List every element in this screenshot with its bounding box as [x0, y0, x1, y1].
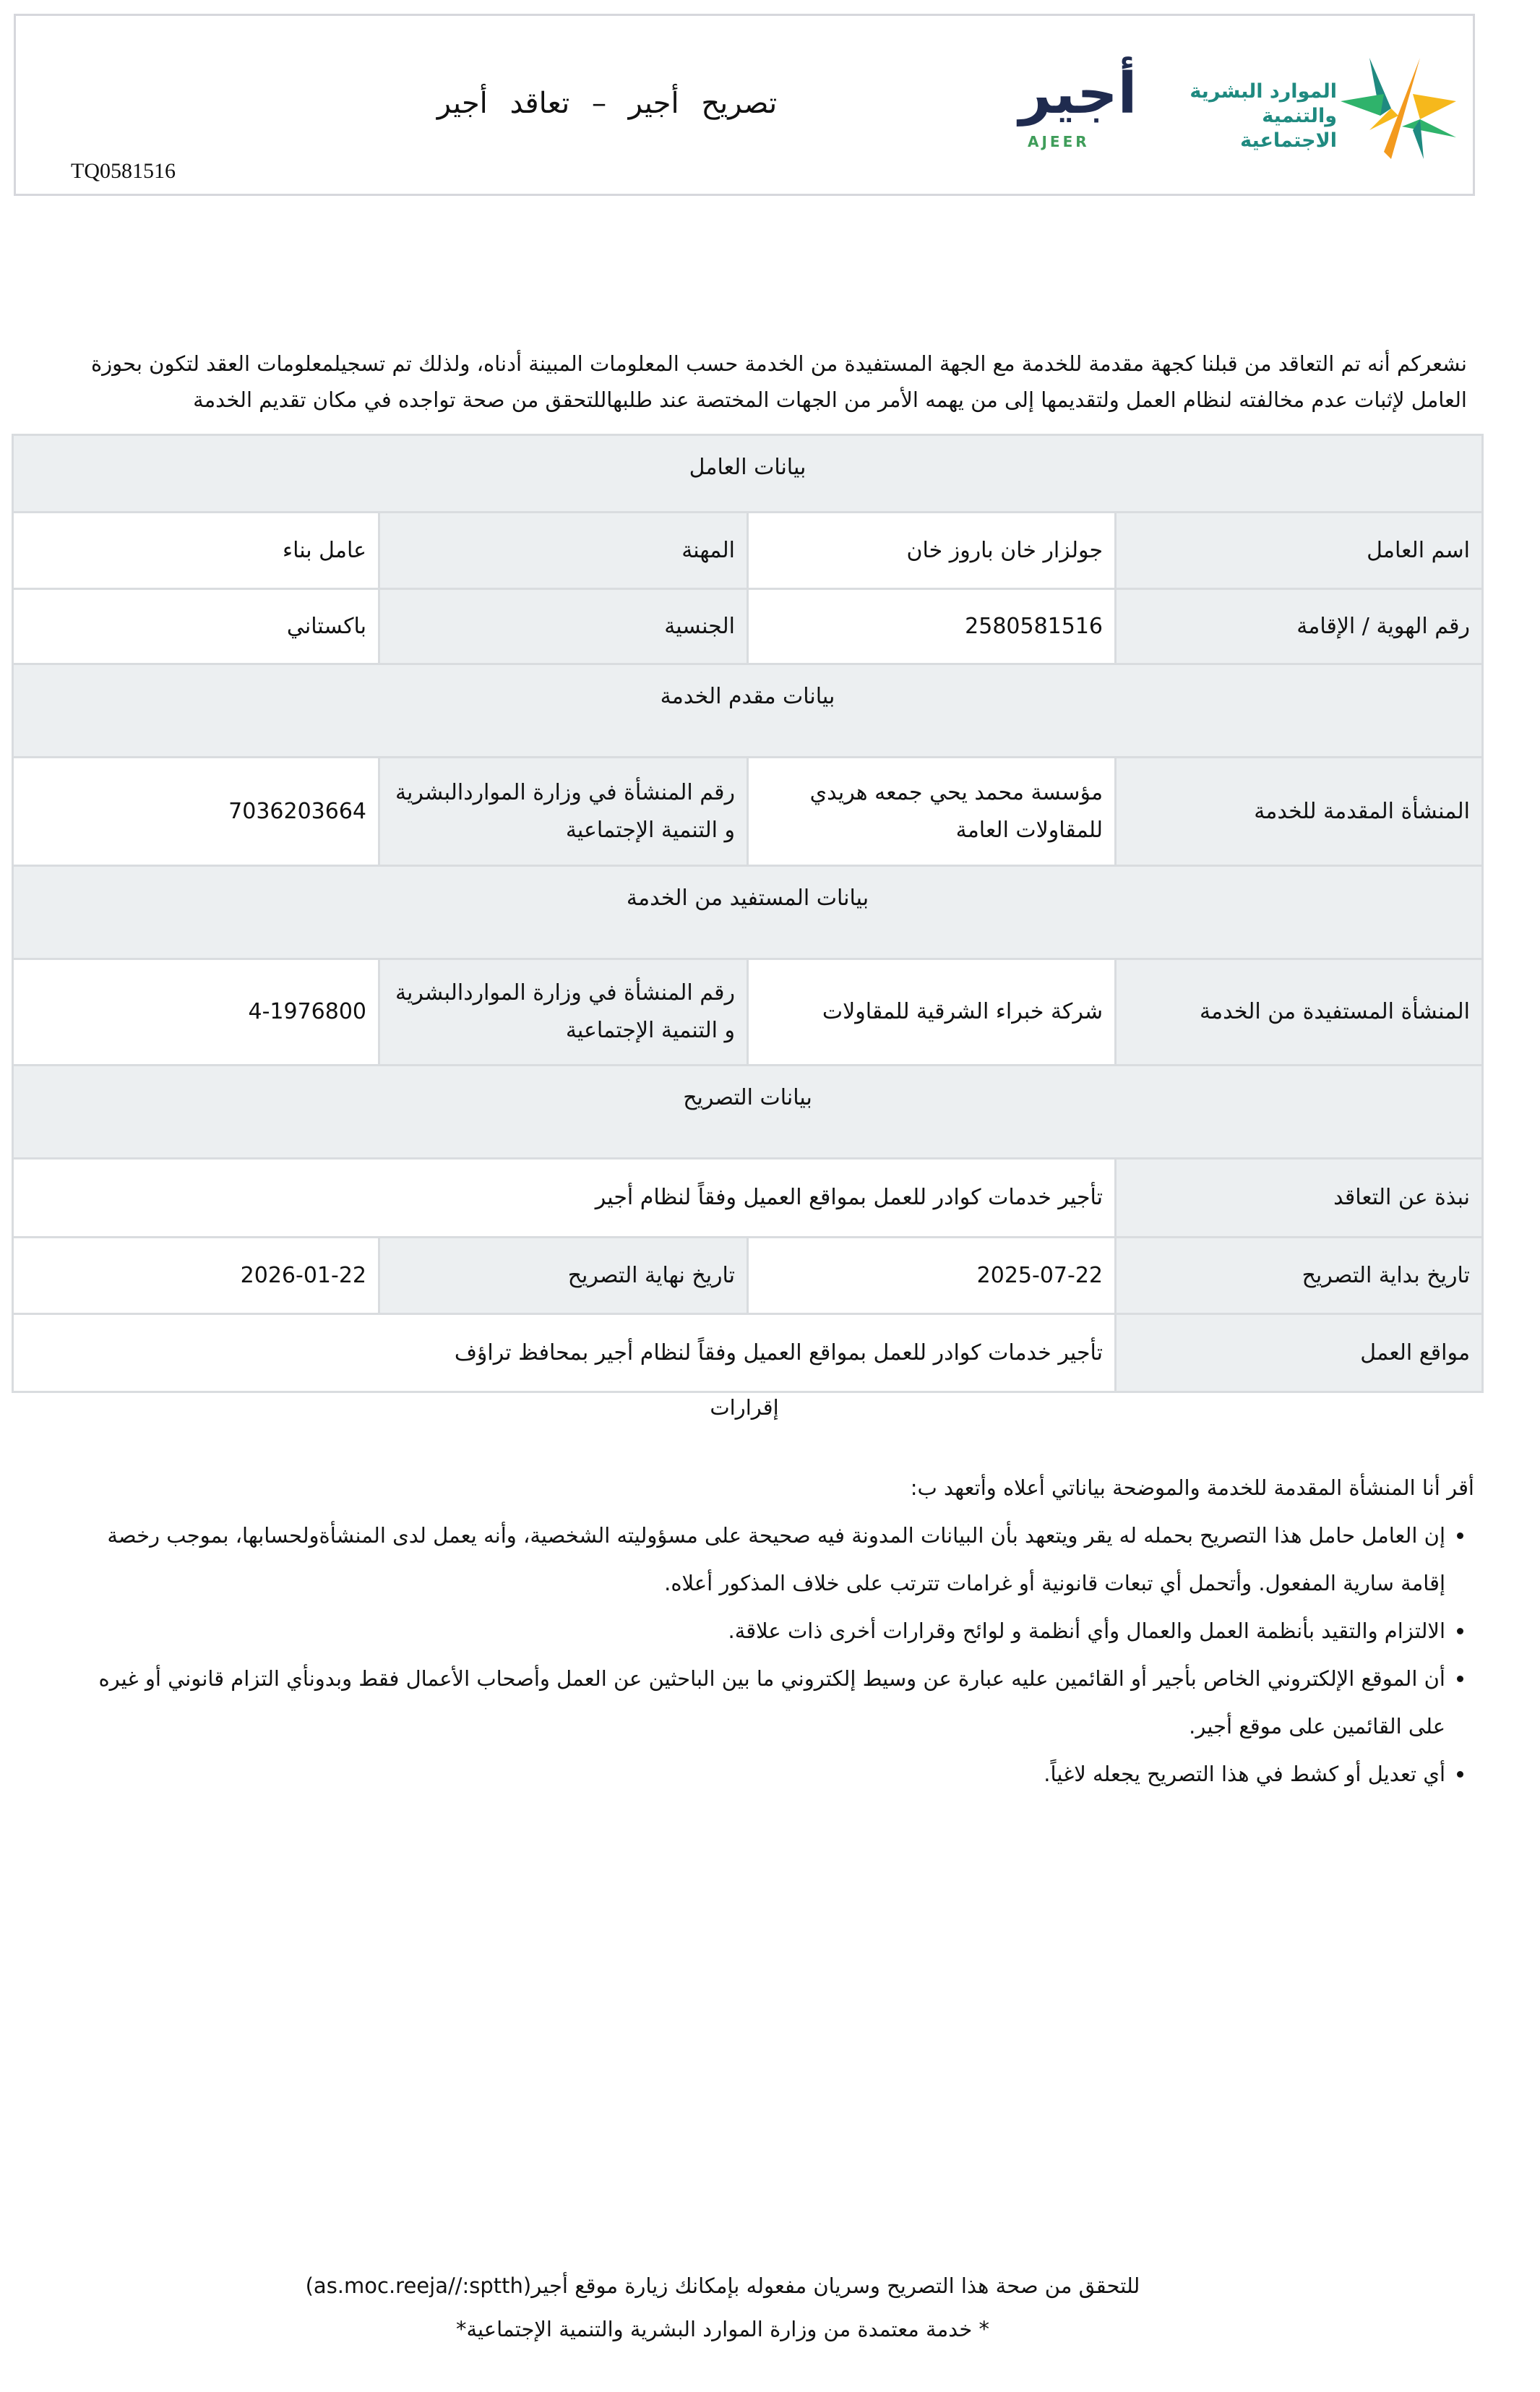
section-permit: بيانات التصريح: [11, 1064, 1484, 1159]
id-number: 2580581516: [747, 588, 1117, 665]
section-beneficiary: بيانات المستفيد من الخدمة: [11, 865, 1484, 960]
declarations: أقر أنا المنشأة المقدمة للخدمة والموضحة …: [58, 1464, 1474, 1798]
verification-note: للتحقق من صحة هذا التصريح وسريان مفعوله …: [217, 2273, 1229, 2298]
ajeer-logo: أجير AJEER: [1019, 58, 1142, 159]
declaration-item: أي تعديل أو كشط في هذا التصريح يجعله لاغ…: [58, 1750, 1445, 1798]
declarations-title: إقرارات: [710, 1395, 779, 1420]
declarations-list: إن العامل حامل هذا التصريح بحمله له يقر …: [58, 1512, 1474, 1798]
intro-paragraph: نشعركم أنه تم التعاقد من قبلنا كجهة مقدم…: [90, 351, 1467, 412]
declaration-item: الالتزام والتقيد بأنظمة العمل والعمال وأ…: [58, 1607, 1446, 1655]
beneficiary-entity-label: المنشأة المستفيدة من الخدمة: [1114, 958, 1484, 1066]
contract-about-label: نبذة عن التعاقد: [1114, 1157, 1484, 1238]
provider-number: 7036203664: [11, 756, 381, 867]
verification-text: للتحقق من صحة هذا التصريح وسريان مفعوله …: [531, 2273, 1140, 2298]
ministry-logo-line1: الموارد البشرية: [1190, 80, 1337, 103]
reference-number: TQ0581516: [71, 159, 176, 183]
provider-entity: مؤسسة محمد يحي جمعه هريدي للمقاولات العا…: [747, 756, 1117, 867]
start-date-label: تاريخ بداية التصريح: [1114, 1236, 1484, 1315]
header-box: [14, 14, 1475, 196]
nationality-label: الجنسية: [378, 588, 749, 665]
ajeer-logo-arabic: أجير: [1019, 61, 1137, 127]
beneficiary-number: 4-1976800: [11, 958, 381, 1066]
end-date-label: تاريخ نهاية التصريح: [378, 1236, 749, 1315]
section-provider: بيانات مقدم الخدمة: [11, 663, 1484, 758]
verification-url[interactable]: (as.moc.reeja//:sptth): [305, 2273, 532, 2298]
end-date: 2026-01-22: [11, 1236, 381, 1315]
profession-label: المهنة: [378, 511, 749, 590]
work-locations-label: مواقع العمل: [1114, 1313, 1484, 1393]
provider-number-label: رقم المنشأة في وزارة المواردالبشرية و ال…: [378, 756, 749, 867]
id-label: رقم الهوية / الإقامة: [1114, 588, 1484, 665]
declarations-intro: أقر أنا المنشأة المقدمة للخدمة والموضحة …: [910, 1475, 1474, 1500]
declaration-item: أن الموقع الإلكتروني الخاص بأجير أو القا…: [58, 1655, 1445, 1750]
ajeer-logo-latin: AJEER: [1028, 133, 1090, 150]
beneficiary-entity: شركة خبراء الشرقية للمقاولات: [747, 958, 1117, 1066]
declaration-item: إن العامل حامل هذا التصريح بحمله له يقر …: [58, 1512, 1445, 1607]
ministry-star-icon: [1341, 58, 1456, 159]
worker-name: جولزار خان باروز خان: [747, 511, 1117, 590]
ministry-logo-text: الموارد البشرية والتنمية الاجتماعية: [1163, 80, 1337, 153]
provider-entity-label: المنشأة المقدمة للخدمة: [1114, 756, 1484, 867]
permit-table: بيانات العامل اسم العامل جولزار خان بارو…: [11, 434, 1484, 1393]
worker-name-label: اسم العامل: [1114, 511, 1484, 590]
ministry-logo-line2: والتنمية الاجتماعية: [1240, 105, 1337, 152]
nationality: باكستاني: [11, 588, 381, 665]
document-title: تصريح أجير – تعاقد أجير: [436, 87, 778, 120]
start-date: 2025-07-22: [747, 1236, 1117, 1315]
work-locations: تأجير خدمات كوادر للعمل بمواقع العميل وف…: [11, 1313, 1117, 1393]
ministry-note: * خدمة معتمدة من وزارة الموارد البشرية و…: [456, 2317, 989, 2341]
contract-about: تأجير خدمات كوادر للعمل بمواقع العميل وف…: [11, 1157, 1117, 1238]
profession: عامل بناء: [11, 511, 381, 590]
beneficiary-number-label: رقم المنشأة في وزارة المواردالبشرية و ال…: [378, 958, 749, 1066]
section-worker: بيانات العامل: [11, 434, 1484, 513]
